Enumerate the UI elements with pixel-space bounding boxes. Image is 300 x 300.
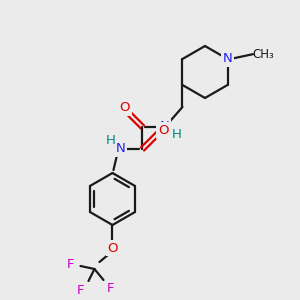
Text: N: N <box>116 142 125 155</box>
Text: O: O <box>120 101 130 114</box>
Text: H: H <box>172 128 182 140</box>
Text: H: H <box>106 134 116 148</box>
Text: CH₃: CH₃ <box>252 48 274 61</box>
Text: F: F <box>77 284 84 298</box>
Text: F: F <box>107 283 114 296</box>
Text: O: O <box>107 242 118 254</box>
Text: N: N <box>223 52 232 65</box>
Text: O: O <box>158 124 168 137</box>
Text: N: N <box>160 121 170 134</box>
Text: F: F <box>67 257 74 271</box>
